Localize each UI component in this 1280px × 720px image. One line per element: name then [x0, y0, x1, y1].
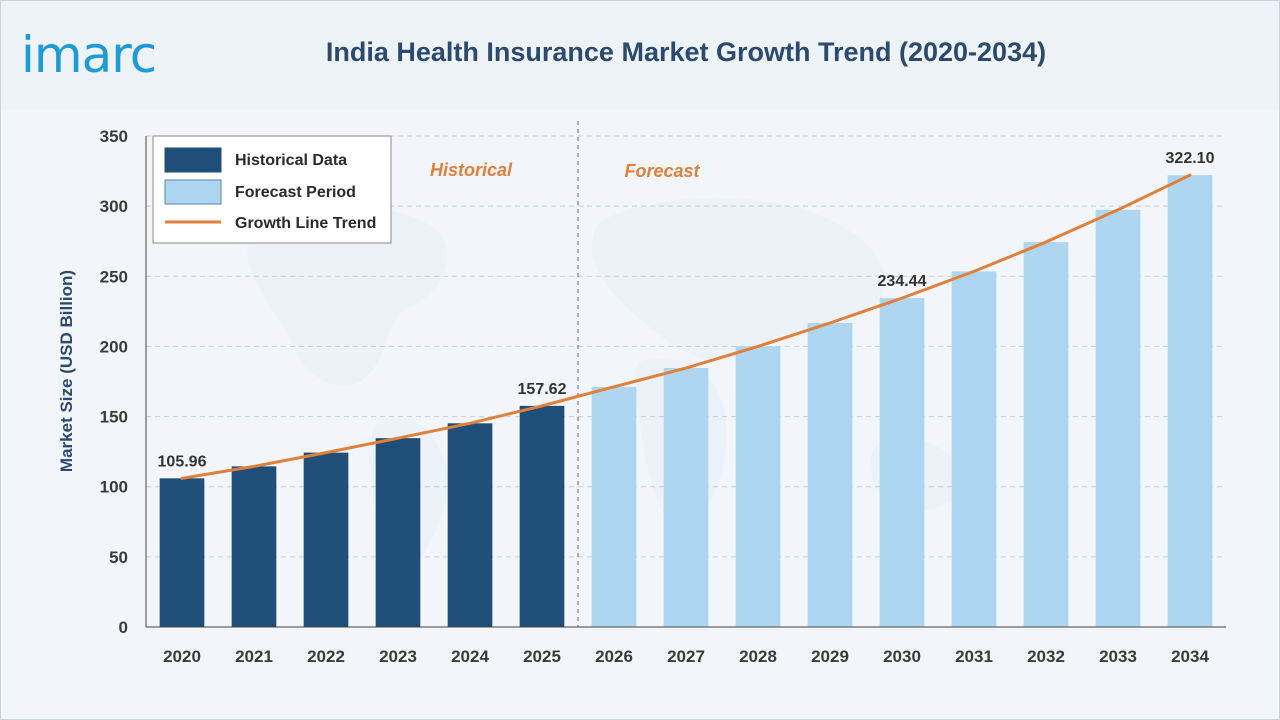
y-tick-label-250: 250 [100, 267, 128, 286]
bar-2032 [1023, 242, 1069, 627]
bar-2034 [1167, 175, 1213, 627]
chart-title: India Health Insurance Market Growth Tre… [325, 37, 1047, 67]
bar-2026 [591, 386, 637, 627]
bar-2031 [951, 271, 997, 627]
bar-2022 [303, 452, 349, 627]
header-band [1, 1, 1279, 109]
legend-label-trend: Growth Line Trend [235, 215, 376, 232]
x-tick-label-2030: 2030 [883, 647, 921, 666]
growth-trend-line [180, 173, 1192, 480]
data-label-2025: 157.62 [518, 381, 567, 398]
y-tick-label-300: 300 [100, 197, 128, 216]
trend-group [180, 173, 1192, 480]
bar-2020 [159, 478, 205, 627]
bar-2024 [447, 423, 493, 627]
bar-2029 [807, 323, 853, 627]
x-tick-label-2027: 2027 [667, 647, 705, 666]
y-tick-label-150: 150 [100, 408, 128, 427]
legend-label-forecast: Forecast Period [235, 184, 356, 201]
legend-swatch-historical [164, 147, 222, 173]
x-tick-label-2032: 2032 [1027, 647, 1065, 666]
bar-2030 [879, 298, 925, 627]
data-label-2020: 105.96 [158, 453, 207, 470]
bar-2021 [231, 466, 277, 627]
bar-2023 [375, 438, 421, 627]
y-tick-label-0: 0 [119, 618, 128, 637]
legend: Historical Data Forecast Period Growth L… [152, 135, 392, 244]
x-tick-label-2034: 2034 [1171, 647, 1209, 666]
y-tick-label-100: 100 [100, 478, 128, 497]
x-tick-label-2026: 2026 [595, 647, 633, 666]
axes-group: 0 50 100 150 200 250 300 350 2020 2021 2022 2023 202… [100, 121, 1226, 666]
legend-label-historical: Historical Data [235, 152, 347, 169]
section-label-forecast: Forecast [624, 161, 700, 181]
y-tick-label-350: 350 [100, 127, 128, 146]
x-tick-label-2031: 2031 [955, 647, 993, 666]
y-axis-title: Market Size (USD Billion) [57, 270, 76, 472]
y-tick-label-50: 50 [109, 548, 128, 567]
bar-2033 [1095, 209, 1141, 627]
y-tick-label-200: 200 [100, 337, 128, 356]
bar-2028 [735, 346, 781, 627]
x-tick-label-2025: 2025 [523, 647, 561, 666]
data-label-2034: 322.10 [1166, 150, 1215, 167]
bar-2027 [663, 368, 709, 627]
x-tick-label-2021: 2021 [235, 647, 273, 666]
x-tick-label-2028: 2028 [739, 647, 777, 666]
legend-swatch-forecast [164, 179, 222, 205]
labels-group: 105.96 157.62 234.44 322.10 [158, 150, 1215, 470]
x-tick-label-2033: 2033 [1099, 647, 1137, 666]
x-tick-label-2024: 2024 [451, 647, 489, 666]
imarc-logo: imarc [21, 26, 157, 84]
section-label-historical: Historical [430, 160, 513, 180]
x-tick-label-2023: 2023 [379, 647, 417, 666]
x-tick-label-2020: 2020 [163, 647, 201, 666]
x-tick-label-2022: 2022 [307, 647, 345, 666]
data-label-2030: 234.44 [878, 273, 927, 290]
x-tick-label-2029: 2029 [811, 647, 849, 666]
bars-group [159, 175, 1213, 627]
bar-2025 [519, 405, 565, 627]
logo-text: imarc [21, 26, 156, 84]
